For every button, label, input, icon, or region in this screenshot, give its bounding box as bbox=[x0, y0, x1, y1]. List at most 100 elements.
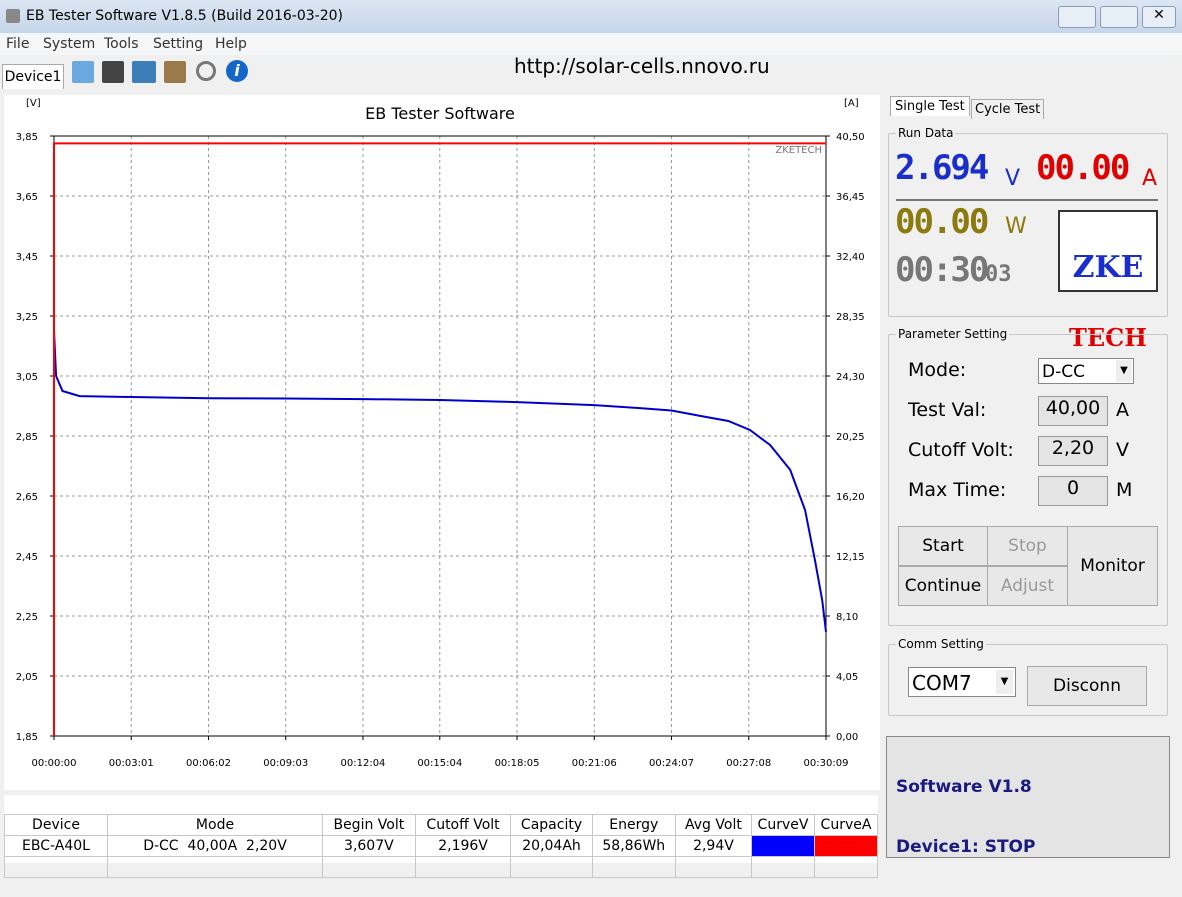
table-header: CurveA bbox=[814, 814, 878, 836]
table-cell bbox=[510, 856, 593, 878]
y2-tick-label: 40,50 bbox=[836, 132, 865, 143]
chart-icon[interactable] bbox=[132, 61, 156, 83]
y2-tick-label: 24,30 bbox=[836, 372, 865, 383]
cutoff-label: Cutoff Volt: bbox=[908, 439, 1014, 461]
table-header: Capacity bbox=[510, 814, 593, 836]
curve-color-v bbox=[751, 835, 815, 857]
series-line bbox=[53, 211, 827, 633]
start-button[interactable]: Start bbox=[898, 526, 988, 566]
test-val-unit: A bbox=[1116, 399, 1129, 421]
adjust-button[interactable]: Adjust bbox=[987, 566, 1068, 606]
x-tick-label: 00:27:08 bbox=[726, 758, 771, 769]
x-tick-label: 00:21:06 bbox=[572, 758, 617, 769]
y2-tick-label: 32,40 bbox=[836, 252, 865, 263]
table-cell bbox=[322, 856, 416, 878]
x-tick-label: 00:12:04 bbox=[341, 758, 386, 769]
monitor-button[interactable]: Monitor bbox=[1067, 526, 1158, 606]
app-window: EB Tester Software V1.8.5 (Build 2016-03… bbox=[0, 0, 1182, 878]
table-cell: 3,607V bbox=[322, 835, 416, 857]
x-tick-label: 00:09:03 bbox=[263, 758, 308, 769]
stop-button[interactable]: Stop bbox=[987, 526, 1068, 566]
group-title: Comm Setting bbox=[896, 637, 986, 651]
table-cell: 20,04Ah bbox=[510, 835, 593, 857]
y2-axis-label: [A] bbox=[844, 98, 859, 109]
table-cell bbox=[591, 856, 676, 878]
disconnect-button[interactable]: Disconn bbox=[1027, 666, 1147, 706]
y-tick-label: 2,25 bbox=[16, 612, 38, 623]
zoom-icon[interactable] bbox=[196, 61, 216, 81]
y2-tick-label: 8,10 bbox=[836, 612, 858, 623]
dropdown-arrow[interactable]: ▼ bbox=[1116, 360, 1132, 382]
x-tick-label: 00:24:07 bbox=[649, 758, 694, 769]
y2-tick-label: 36,45 bbox=[836, 192, 865, 203]
test-val-label: Test Val: bbox=[908, 399, 987, 421]
parameter-group bbox=[888, 334, 1168, 626]
table-cell: 58,86Wh bbox=[591, 835, 676, 857]
maximize-button[interactable] bbox=[1100, 6, 1138, 28]
menu-item[interactable]: Setting bbox=[153, 36, 204, 52]
app-icon bbox=[6, 9, 20, 23]
group-title: Parameter Setting bbox=[896, 327, 1010, 341]
x-tick-label: 00:18:05 bbox=[495, 758, 540, 769]
time-display: 00:30 bbox=[895, 250, 989, 290]
max-time-unit: M bbox=[1116, 479, 1133, 501]
tab-single[interactable]: Single Test bbox=[890, 96, 970, 116]
menu-item[interactable]: Tools bbox=[104, 36, 139, 52]
y-tick-label: 1,85 bbox=[16, 732, 38, 743]
logo-top: ZKE bbox=[1072, 250, 1144, 285]
table-header: Avg Volt bbox=[674, 814, 753, 836]
continue-button[interactable]: Continue bbox=[898, 566, 988, 606]
table-header: Begin Volt bbox=[322, 814, 416, 836]
results-table: Device Mode Begin Volt Cutoff Volt Capac… bbox=[4, 814, 878, 878]
power-unit: W bbox=[1005, 214, 1027, 239]
tools-icon[interactable] bbox=[164, 61, 186, 83]
chart: EB Tester Software [V] [A] ZKETECH 00:00… bbox=[4, 95, 880, 790]
menu-item[interactable]: System bbox=[43, 36, 96, 52]
tab-cycle[interactable]: Cycle Test bbox=[971, 99, 1045, 119]
run-data-group bbox=[888, 133, 1168, 317]
separator bbox=[896, 199, 1158, 201]
y2-tick-label: 20,25 bbox=[836, 432, 865, 443]
cutoff-unit: V bbox=[1116, 439, 1129, 461]
series-line bbox=[53, 142, 826, 736]
y2-tick-label: 0,00 bbox=[836, 732, 858, 743]
mode-select[interactable]: D-CC bbox=[1038, 358, 1134, 384]
device-tab[interactable]: Device1 bbox=[2, 64, 64, 89]
y-tick-label: 2,65 bbox=[16, 492, 38, 503]
y-tick-label: 3,25 bbox=[16, 312, 38, 323]
menu-item[interactable]: Help bbox=[215, 36, 247, 52]
table-header: Cutoff Volt bbox=[414, 814, 512, 836]
comm-group bbox=[888, 644, 1168, 716]
cutoff-input[interactable]: 2,20 bbox=[1038, 436, 1108, 466]
max-time-label: Max Time: bbox=[908, 479, 1007, 501]
chart-title: EB Tester Software bbox=[365, 104, 515, 123]
current-unit: A bbox=[1142, 166, 1158, 191]
table-cell bbox=[107, 856, 323, 878]
info-icon[interactable]: i bbox=[226, 60, 248, 82]
status-line: Device1: STOP bbox=[896, 837, 1036, 857]
status-box: Software V1.8 Device1: STOP bbox=[886, 736, 1170, 858]
x-tick-label: 00:30:09 bbox=[804, 758, 849, 769]
curve-color-a bbox=[814, 835, 878, 857]
test-val-input[interactable]: 40,00 bbox=[1038, 396, 1108, 426]
watermark: ZKETECH bbox=[775, 145, 822, 156]
dropdown-arrow[interactable]: ▼ bbox=[996, 670, 1013, 694]
open-icon[interactable] bbox=[72, 61, 94, 83]
y-axis-label: [V] bbox=[26, 98, 41, 109]
current-display: 00.00 bbox=[1036, 148, 1130, 188]
minimize-button[interactable] bbox=[1058, 6, 1096, 28]
results-table-area: Device Mode Begin Volt Cutoff Volt Capac… bbox=[4, 795, 878, 878]
menu-item[interactable]: File bbox=[6, 36, 30, 52]
table-header: Device bbox=[4, 814, 108, 836]
y-tick-label: 3,85 bbox=[16, 132, 38, 143]
table-cell: D-CC 40,00A 2,20V bbox=[107, 835, 323, 857]
table-cell bbox=[674, 856, 753, 878]
title-bar bbox=[0, 0, 1182, 33]
y-tick-label: 3,65 bbox=[16, 192, 38, 203]
x-tick-label: 00:03:01 bbox=[109, 758, 154, 769]
table-cell: 2,196V bbox=[414, 835, 512, 857]
close-button[interactable]: ✕ bbox=[1142, 6, 1176, 28]
max-time-input[interactable]: 0 bbox=[1038, 476, 1108, 506]
save-icon[interactable] bbox=[102, 61, 124, 83]
url-label: http://solar-cells.nnovo.ru bbox=[514, 54, 770, 78]
